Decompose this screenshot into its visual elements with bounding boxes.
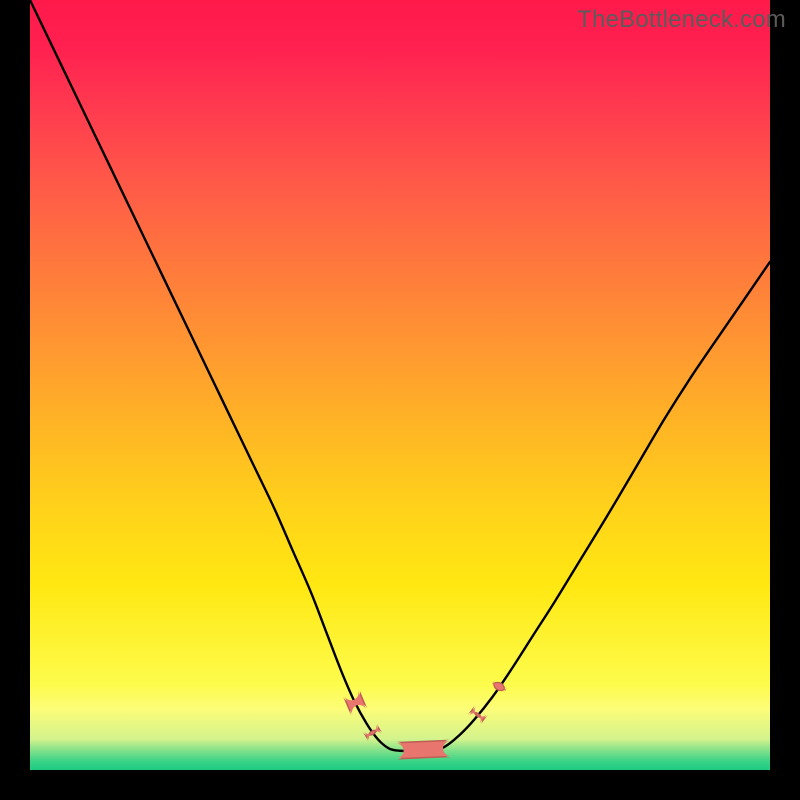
figure-stage: TheBottleneck.com [0, 0, 800, 800]
gradient-panel [30, 0, 770, 770]
marker-2 [396, 741, 451, 758]
border-right [770, 0, 800, 800]
chart-svg [0, 0, 800, 800]
border-left [0, 0, 30, 800]
border-bottom [0, 770, 800, 800]
